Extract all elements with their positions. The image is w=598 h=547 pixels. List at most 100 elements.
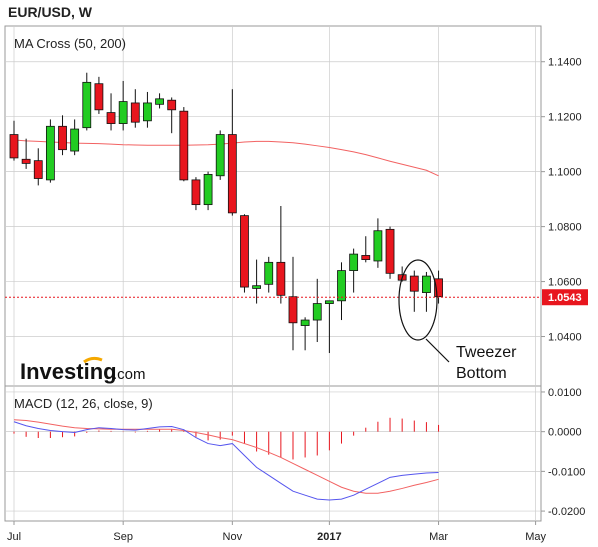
- candles-group: [9, 72, 443, 354]
- macd-ytick-label: 0.0000: [548, 427, 582, 439]
- candle-body: [33, 160, 43, 179]
- candle-body: [300, 319, 310, 326]
- candle: [385, 226, 395, 279]
- candle-body: [94, 83, 104, 111]
- price-panel-frame: [4, 25, 542, 387]
- candle: [312, 278, 322, 343]
- candle-body: [143, 102, 152, 122]
- candle: [422, 271, 431, 312]
- current-price-tag: [542, 289, 588, 306]
- candle-body: [130, 102, 140, 123]
- candle: [58, 115, 67, 156]
- macd-ytick-label: 0.0100: [548, 387, 582, 399]
- candle: [252, 259, 262, 304]
- candle: [288, 256, 298, 351]
- candle-body: [264, 261, 274, 285]
- price-ytick-label: 1.0800: [548, 222, 582, 234]
- candle-body: [434, 278, 443, 298]
- annotation-line2: Bottom: [456, 365, 507, 382]
- candle: [227, 89, 237, 216]
- candle-body: [276, 261, 286, 296]
- logo-text: Investing: [20, 359, 117, 384]
- candle: [143, 91, 152, 128]
- candle-body: [9, 134, 19, 159]
- tick-labels: 1.0400 1.0600 1.0800 1.1000 1.1200 1.1400 0.01…: [5, 57, 588, 543]
- candle: [33, 148, 43, 186]
- candle-body: [385, 228, 395, 274]
- candle: [118, 80, 128, 131]
- candle: [167, 97, 177, 134]
- current-price-label: 1.0543: [548, 292, 582, 304]
- candle-body: [179, 110, 189, 181]
- annotation-pointer: [425, 338, 450, 363]
- candle-body: [227, 134, 237, 214]
- candle: [324, 300, 334, 354]
- candle: [106, 93, 116, 131]
- candle: [70, 119, 80, 156]
- candle-body: [155, 98, 164, 105]
- macd-panel-label: MACD (12, 26, close, 9): [14, 396, 153, 411]
- x-tick-label: 2017: [317, 531, 341, 543]
- x-tick-label: Nov: [223, 531, 243, 543]
- grid-lines: [5, 26, 541, 521]
- price-ytick-label: 1.1000: [548, 167, 582, 179]
- candle: [191, 177, 201, 211]
- candle: [434, 270, 443, 304]
- candle: [203, 171, 213, 211]
- candle: [45, 119, 55, 183]
- candle-body: [106, 112, 116, 124]
- price-panel-label: MA Cross (50, 200): [14, 36, 126, 51]
- logo-suffix: .com: [113, 366, 146, 383]
- investing-logo: Investing .com: [20, 356, 146, 384]
- candle: [82, 72, 92, 131]
- x-tick-label: Jul: [7, 531, 21, 543]
- candle-body: [337, 270, 346, 302]
- macd-line: [13, 421, 439, 501]
- x-tick-label: Mar: [429, 531, 448, 543]
- macd-ytick-label: -0.0100: [548, 466, 585, 478]
- candle-body: [240, 215, 249, 288]
- candle: [349, 248, 359, 293]
- candle: [264, 256, 274, 293]
- candle-body: [191, 179, 201, 206]
- candle-body: [312, 303, 322, 321]
- candle-body: [349, 253, 359, 271]
- macd-ytick-label: -0.0200: [548, 506, 585, 518]
- ma-line: [13, 139, 439, 177]
- candle: [94, 76, 104, 114]
- candle-body: [203, 173, 213, 206]
- candle-body: [288, 296, 298, 324]
- price-ytick-label: 1.1200: [548, 112, 582, 124]
- candle-body: [70, 128, 80, 152]
- candle: [215, 130, 225, 180]
- price-ytick-label: 1.0400: [548, 332, 582, 344]
- candle-body: [45, 125, 55, 181]
- chart-title: EUR/USD, W: [8, 4, 92, 20]
- tweezer-bottom-circle: [398, 259, 438, 341]
- candle: [9, 120, 19, 161]
- candle-body: [324, 300, 334, 304]
- x-tick-label: Sep: [113, 531, 133, 543]
- candle-body: [167, 99, 177, 111]
- candle: [337, 262, 346, 321]
- moving-average: [13, 139, 439, 177]
- x-tick-label: May: [525, 531, 546, 543]
- candle: [373, 218, 383, 268]
- candle-body: [82, 81, 92, 129]
- candle: [130, 89, 140, 128]
- candle: [179, 107, 189, 182]
- candle-body: [422, 275, 431, 293]
- candle-body: [21, 158, 31, 164]
- candle: [409, 270, 419, 312]
- price-ytick-label: 1.0600: [548, 277, 582, 289]
- candle: [300, 317, 310, 351]
- candle-body: [215, 134, 225, 177]
- annotation-line1: Tweezer: [456, 344, 517, 361]
- candle: [240, 214, 249, 293]
- candle: [361, 236, 371, 263]
- macd-signal-line: [13, 419, 439, 494]
- macd-group: [13, 417, 440, 501]
- candle-body: [58, 125, 67, 151]
- logo-swoosh-icon: [83, 356, 103, 364]
